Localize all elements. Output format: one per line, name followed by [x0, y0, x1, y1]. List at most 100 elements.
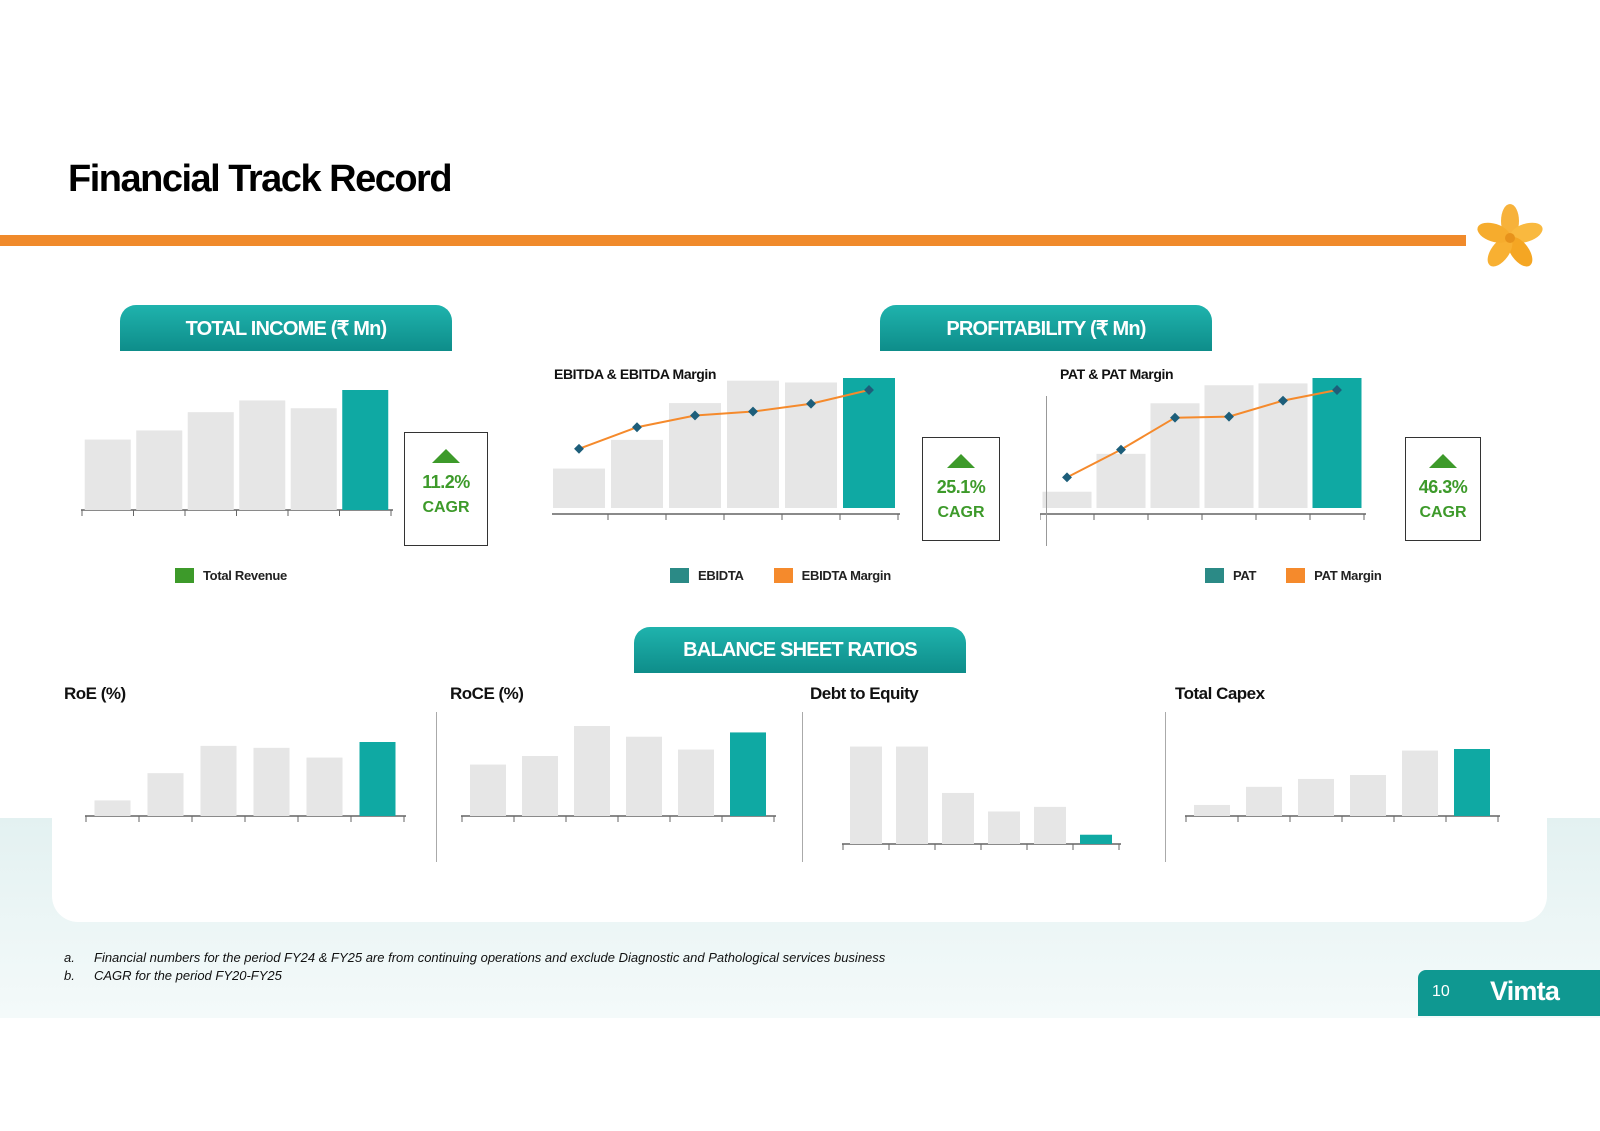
- ebitda-cagr-box: 25.1% CAGR: [922, 437, 1000, 541]
- legend-label: PAT Margin: [1314, 568, 1382, 583]
- cagr-value: 11.2%: [422, 472, 470, 492]
- legend-swatch: [1286, 568, 1306, 583]
- divider: [1165, 712, 1166, 862]
- roce-chart-title: RoCE (%): [450, 684, 524, 703]
- divider: [436, 712, 437, 862]
- debt-equity-chart: [842, 746, 1121, 850]
- up-triangle-icon: [432, 449, 460, 463]
- bar: [988, 811, 1020, 844]
- balance-sheet-card: [52, 680, 1547, 922]
- margin-point: [1170, 412, 1180, 423]
- bar: [200, 745, 237, 816]
- bar: [678, 749, 714, 816]
- bar: [1454, 749, 1490, 816]
- bar: [730, 732, 766, 816]
- bar: [1298, 778, 1334, 816]
- margin-line: [1066, 389, 1338, 479]
- margin-point: [690, 410, 700, 421]
- legend-label: PAT: [1233, 568, 1257, 583]
- bar: [1080, 834, 1112, 844]
- margin-point: [1062, 472, 1072, 483]
- pat-chart-title: PAT & PAT Margin: [1060, 366, 1174, 382]
- bar: [1312, 378, 1362, 508]
- margin-point: [806, 398, 816, 409]
- flower-logo-icon: [1477, 204, 1543, 267]
- divider: [802, 712, 803, 862]
- total-income-header: TOTAL INCOME (₹ Mn): [120, 305, 452, 351]
- bar: [669, 403, 721, 508]
- bar: [942, 792, 974, 844]
- legend-swatch: [1205, 568, 1224, 583]
- bar: [1204, 385, 1254, 508]
- bar: [1034, 806, 1066, 844]
- margin-line: [578, 389, 870, 450]
- pat-chart: [1040, 378, 1366, 520]
- bar: [896, 746, 928, 844]
- footnote-b: b. CAGR for the period FY20-FY25: [64, 968, 282, 983]
- bar: [253, 747, 290, 816]
- bar: [147, 773, 184, 816]
- cagr-value: 46.3%: [1418, 477, 1468, 497]
- bar: [239, 400, 286, 510]
- page-number: 10: [1432, 983, 1450, 1000]
- margin-point: [574, 443, 584, 454]
- page-tab: [1418, 970, 1600, 1016]
- debt-equity-chart-title: Debt to Equity: [810, 684, 919, 703]
- pat-legend: PAT PAT Margin: [1205, 568, 1382, 583]
- bar: [187, 412, 234, 510]
- margin-point: [864, 385, 874, 395]
- ebitda-chart: [552, 378, 900, 520]
- margin-point: [1332, 385, 1342, 395]
- bar: [1246, 786, 1282, 816]
- bar: [843, 378, 895, 508]
- margin-point: [1116, 444, 1126, 455]
- total-income-chart: [81, 390, 393, 516]
- balance-sheet-header: BALANCE SHEET RATIOS: [634, 627, 966, 673]
- bar: [574, 726, 610, 816]
- bar: [342, 390, 389, 510]
- bar: [1402, 750, 1438, 816]
- footnote-a: a. Financial numbers for the period FY24 …: [64, 950, 886, 965]
- brand-logo: Vimta: [1490, 976, 1560, 1006]
- margin-point: [1224, 411, 1234, 422]
- page-title: Financial Track Record: [68, 158, 453, 200]
- cagr-label: CAGR: [1419, 504, 1467, 521]
- total-income-cagr-box: 11.2% CAGR: [404, 432, 488, 546]
- bar: [611, 439, 663, 508]
- roe-chart-title: RoE (%): [64, 684, 126, 703]
- cagr-value: 25.1%: [936, 477, 986, 497]
- bar: [1042, 491, 1092, 508]
- capex-chart-title: Total Capex: [1175, 684, 1265, 703]
- up-triangle-icon: [1429, 454, 1457, 468]
- bar: [470, 764, 506, 816]
- bar: [626, 736, 662, 816]
- legend-label: Total Revenue: [203, 568, 287, 583]
- roe-chart: [85, 742, 406, 822]
- bar: [359, 742, 396, 816]
- ebitda-chart-title: EBITDA & EBITDA Margin: [554, 366, 717, 382]
- bar: [1350, 775, 1386, 816]
- roce-chart: [461, 726, 776, 822]
- bar: [84, 439, 131, 510]
- cagr-label: CAGR: [422, 499, 470, 516]
- bar: [1194, 804, 1230, 816]
- legend-swatch: [773, 568, 793, 583]
- bar: [1096, 453, 1146, 508]
- bar: [136, 430, 183, 510]
- legend-label: EBIDTA Margin: [801, 568, 892, 583]
- legend-swatch: [175, 568, 194, 583]
- bar: [850, 746, 882, 844]
- pat-cagr-box: 46.3% CAGR: [1405, 437, 1481, 541]
- bar: [522, 756, 558, 816]
- bar: [553, 468, 605, 508]
- title-rule: [0, 235, 1466, 246]
- total-income-legend: Total Revenue: [175, 568, 287, 583]
- margin-point: [748, 406, 758, 417]
- bar: [94, 800, 131, 816]
- bar: [306, 757, 343, 816]
- legend-swatch: [670, 568, 689, 583]
- bar: [727, 380, 779, 508]
- margin-point: [1278, 395, 1288, 406]
- cagr-label: CAGR: [937, 504, 985, 521]
- profitability-header: PROFITABILITY (₹ Mn): [880, 305, 1212, 351]
